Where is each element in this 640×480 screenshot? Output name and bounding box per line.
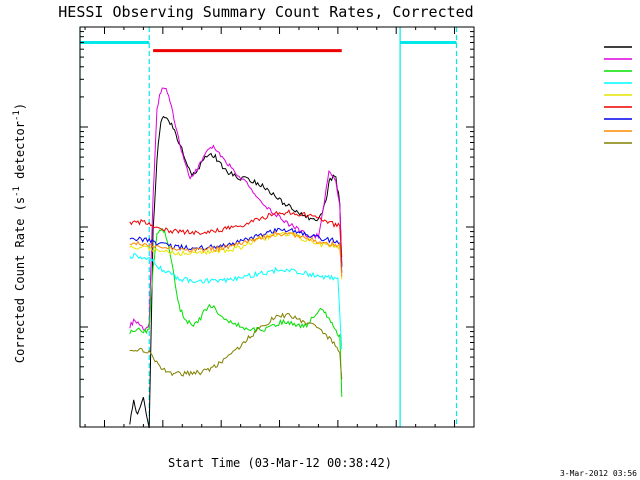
axes	[79, 26, 475, 428]
y-axis-label-end: )	[13, 103, 27, 110]
series-line-4	[129, 231, 343, 280]
y-axis-label: Corrected Count Rate (s-1 detector-1)	[12, 103, 27, 363]
series-line-7	[129, 230, 343, 277]
y-axis-label-sup1: -1	[12, 186, 22, 197]
series-line-5	[129, 209, 343, 258]
chart-title: HESSI Observing Summary Count Rates, Cor…	[58, 3, 473, 21]
series-line-8	[129, 312, 343, 380]
series-line-6	[129, 227, 343, 273]
legend	[604, 46, 632, 144]
x-axis-label: Start Time (03-Mar-12 00:38:42)	[168, 456, 392, 470]
y-axis-label-mid: detector	[13, 121, 27, 186]
footer-date: 3-Mar-2012 03:56	[560, 469, 637, 478]
y-axis-label-text: Corrected Count Rate (s-1 detector-1)	[12, 103, 27, 363]
y-axis-label-main: Corrected Count Rate (s	[13, 197, 27, 363]
series-line-2	[129, 227, 343, 397]
y-axis-label-sup2: -1	[12, 110, 22, 121]
series-line-0	[129, 115, 343, 429]
plot-area	[79, 27, 458, 429]
series-line-3	[129, 252, 343, 350]
